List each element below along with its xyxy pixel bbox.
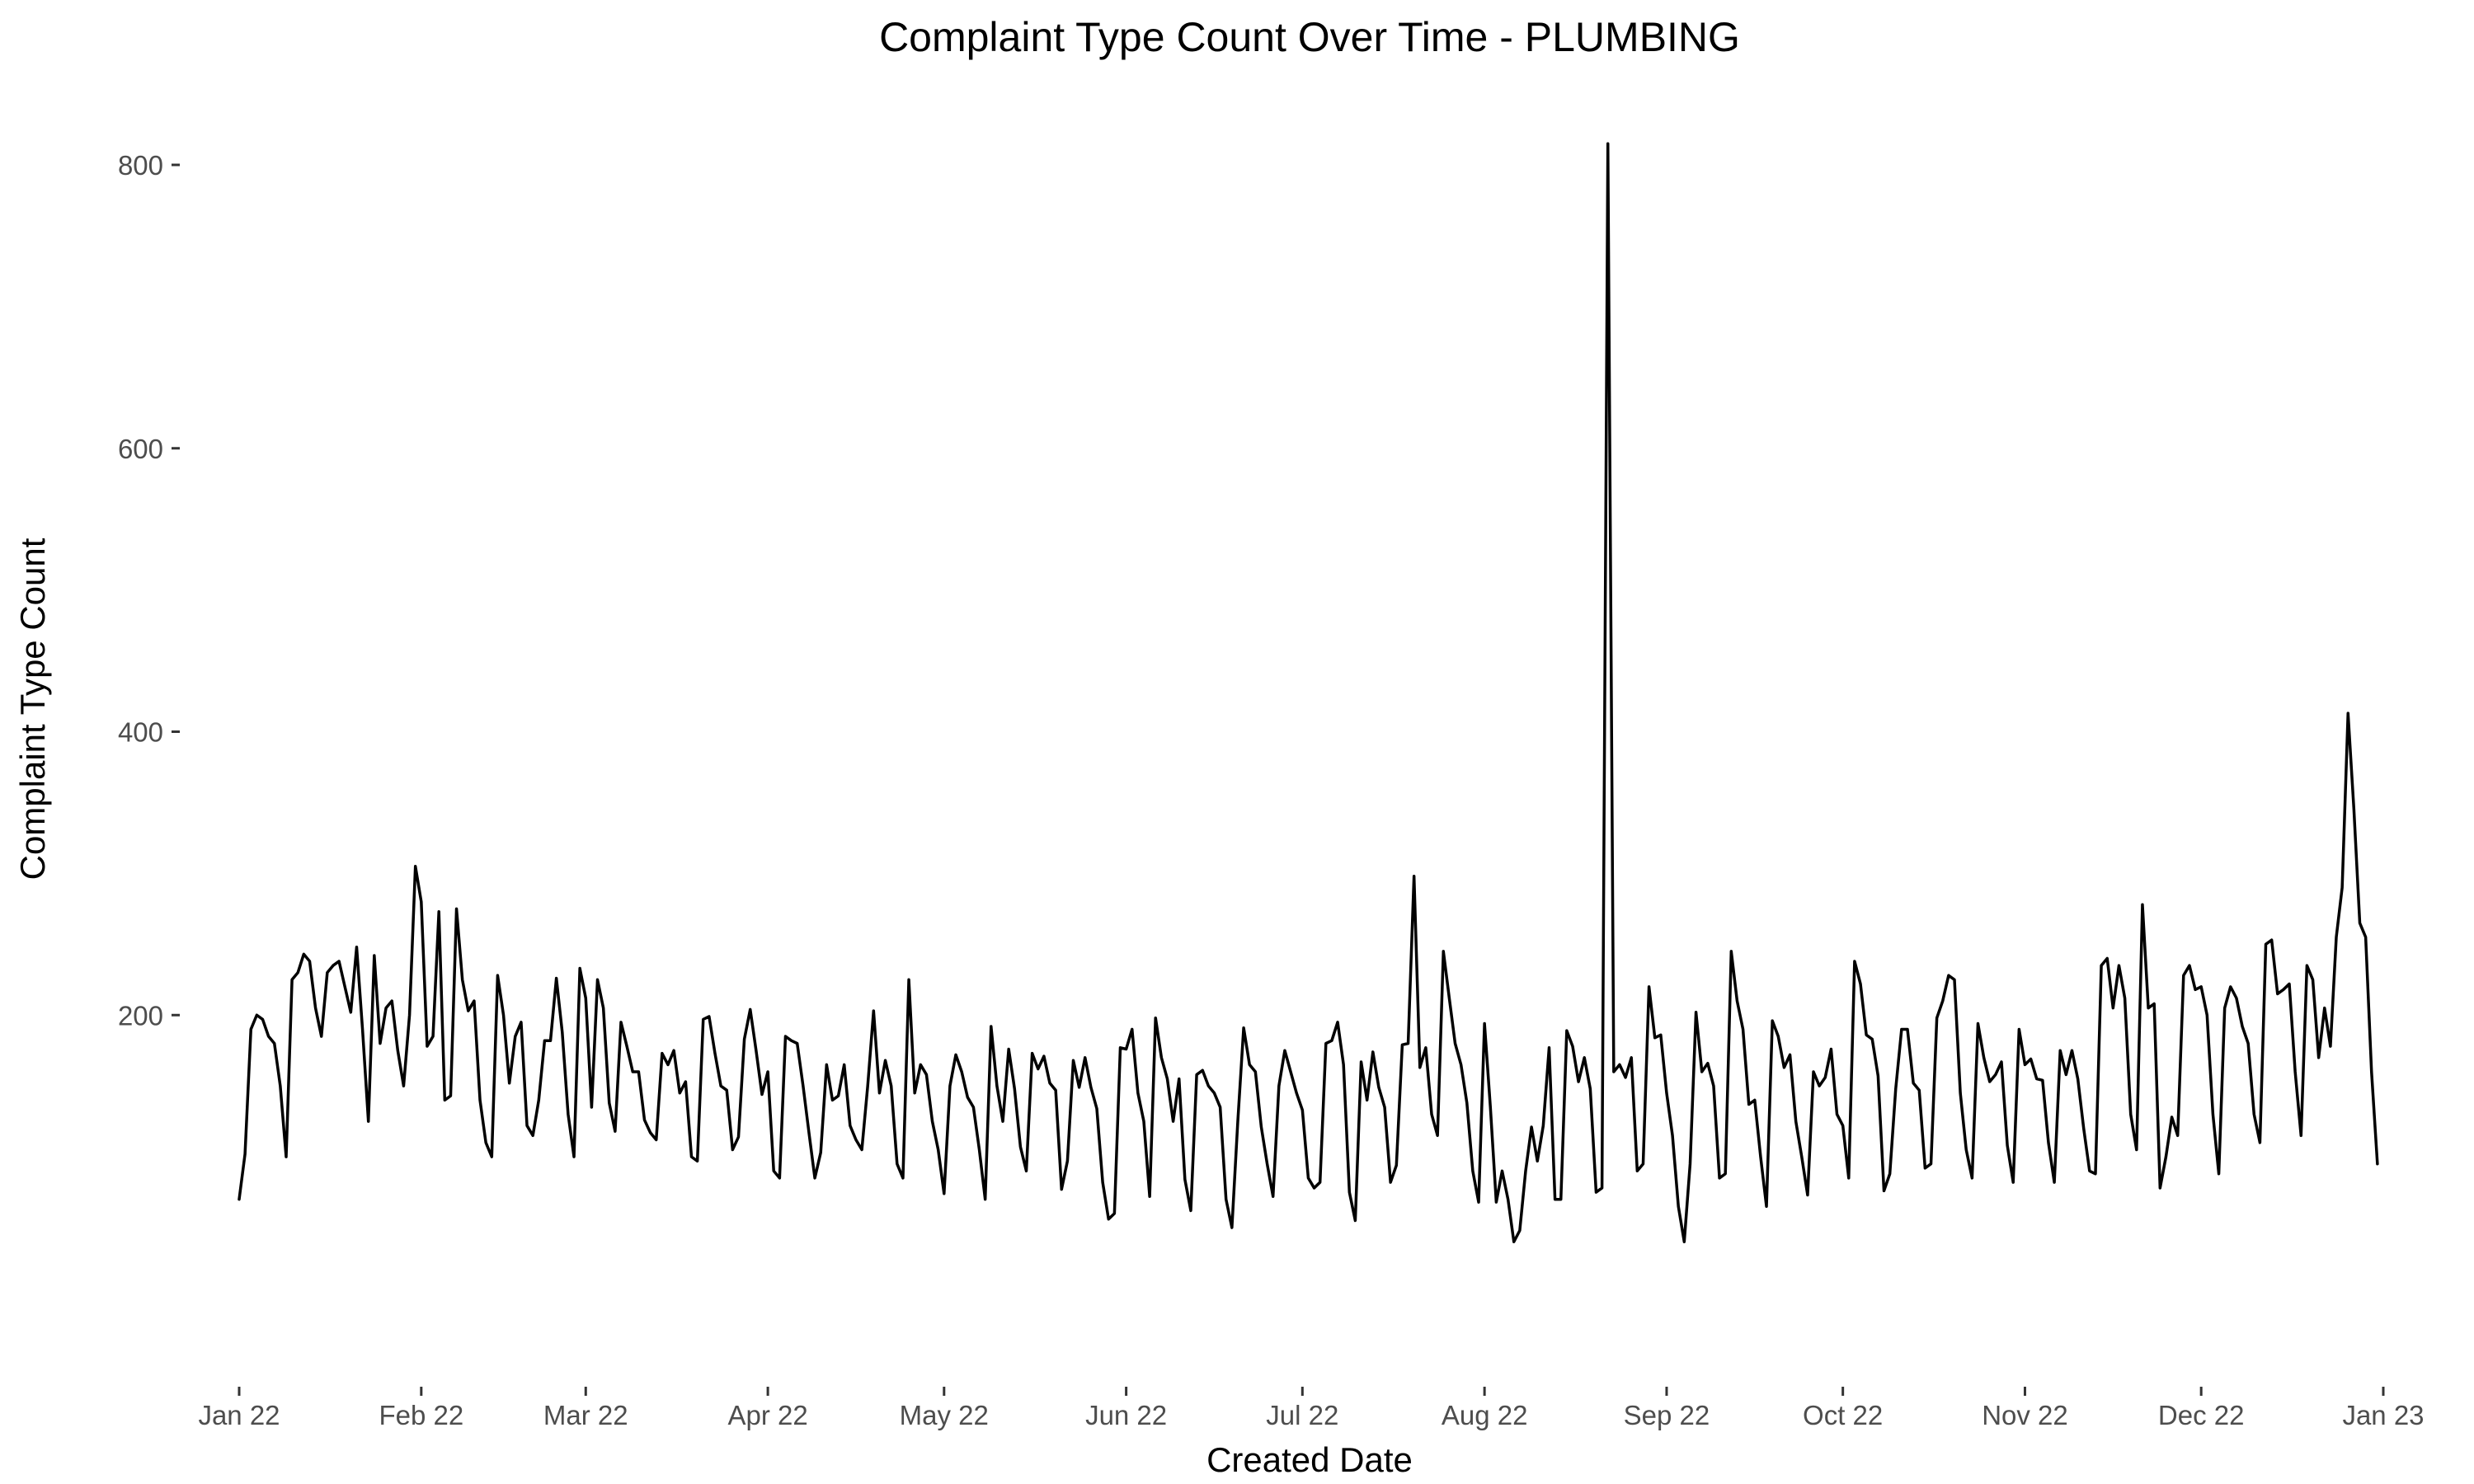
x-tick-label: Oct 22	[1803, 1400, 1883, 1430]
x-tick-label: Jan 22	[198, 1400, 280, 1430]
series-line-plumbing	[238, 142, 2379, 1243]
x-tick-label: Dec 22	[2158, 1400, 2245, 1430]
y-tick-label: 800	[118, 150, 163, 181]
x-tick-label: Jul 22	[1266, 1400, 1338, 1430]
x-tick-label: Sep 22	[1624, 1400, 1710, 1430]
y-tick-label: 400	[118, 717, 163, 748]
x-tick-label: Jan 23	[2342, 1400, 2424, 1430]
x-axis-title: Created Date	[1206, 1440, 1413, 1479]
chart-title: Complaint Type Count Over Time - PLUMBIN…	[879, 14, 1740, 60]
x-axis: Jan 22 Feb 22 Mar 22 Apr 22 May 22 Jun 22 Jul …	[198, 1387, 2425, 1430]
x-tick-label: Feb 22	[379, 1400, 463, 1430]
x-tick-label: Jun 22	[1085, 1400, 1167, 1430]
x-tick-label: Mar 22	[543, 1400, 628, 1430]
y-tick-label: 600	[118, 434, 163, 464]
y-tick-label: 200	[118, 1000, 163, 1031]
x-tick-label: Apr 22	[727, 1400, 807, 1430]
y-axis: 200 400 600 800	[118, 150, 180, 1031]
x-tick-label: May 22	[900, 1400, 989, 1430]
x-tick-label: Nov 22	[1982, 1400, 2068, 1430]
y-axis-title: Complaint Type Count	[13, 538, 52, 880]
x-tick-label: Aug 22	[1442, 1400, 1528, 1430]
